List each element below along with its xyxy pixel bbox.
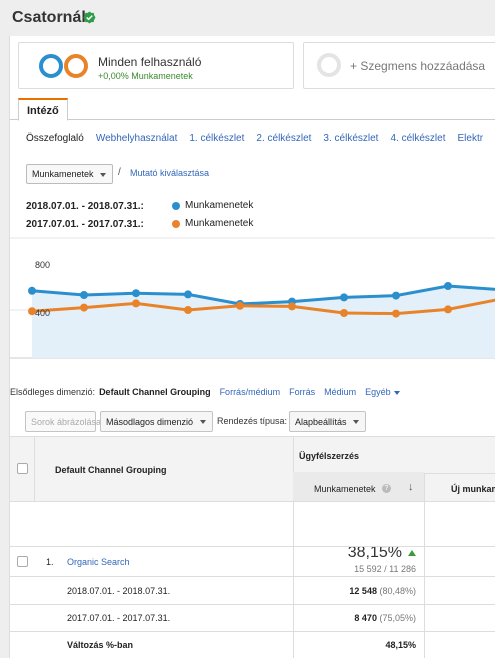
data-point xyxy=(132,289,140,298)
tab-bar: Intéző xyxy=(10,98,495,121)
primary-dimension-label: Elsődleges dimenzió: xyxy=(10,387,96,397)
subrow-range: 2017.07.01. - 2017.07.31. xyxy=(67,613,171,623)
data-point xyxy=(28,286,36,295)
tab-explorer[interactable]: Intéző xyxy=(18,98,68,121)
page-header: Csatornák xyxy=(0,0,495,36)
table-subrow-current: 2018.07.01. - 2018.07.31. 12 548 (80,48%… xyxy=(10,576,495,604)
data-point xyxy=(132,299,140,308)
sessions-chart-svg: 800400j…júl. 8. xyxy=(10,237,495,395)
y-tick-label: 800 xyxy=(35,260,50,270)
up-arrow-icon xyxy=(408,550,416,556)
chevron-down-icon xyxy=(353,420,359,424)
subrow-sessions: 8 470 (75,05%) xyxy=(354,613,416,623)
verified-check-icon xyxy=(83,11,96,24)
legend-range-previous: 2017.07.01. - 2017.07.31.: xyxy=(26,219,144,230)
total-ratio: 15 592 / 11 286 xyxy=(354,564,416,574)
subnav-goal-set-4[interactable]: 4. célkészlet xyxy=(390,133,446,144)
plot-rows-button[interactable]: Sorok ábrázolása xyxy=(25,411,101,432)
subrow-sessions: 12 548 (80,48%) xyxy=(349,586,416,596)
help-icon[interactable]: ? xyxy=(382,484,391,493)
sessions-column-header[interactable]: Munkamenetek xyxy=(314,484,376,494)
subnav-site-usage[interactable]: Webhelyhasználat xyxy=(95,133,178,144)
sort-type-value: Alapbeállítás xyxy=(295,417,347,427)
data-point xyxy=(80,303,88,312)
data-point xyxy=(28,307,36,316)
pick-metric-link[interactable]: Mutató kiválasztása xyxy=(130,168,210,178)
subrow-range: 2018.07.01. - 2018.07.31. xyxy=(67,586,171,596)
secondary-dimension-label: Másodlagos dimenzió xyxy=(106,417,194,427)
legend-dot-current xyxy=(172,202,180,210)
select-all-checkbox[interactable] xyxy=(17,463,28,474)
metric-select-value: Munkamenetek xyxy=(32,169,94,179)
data-point xyxy=(392,291,400,300)
segment-rings-icon xyxy=(39,54,88,78)
data-point xyxy=(340,309,348,317)
add-segment-label: + Szegmens hozzáadása xyxy=(350,59,486,73)
change-value: 48,15% xyxy=(385,640,416,650)
row-channel-link[interactable]: Organic Search xyxy=(67,557,130,567)
data-point xyxy=(236,301,244,310)
legend-range-current: 2018.07.01. - 2018.07.31.: xyxy=(26,201,144,212)
dimension-source-medium[interactable]: Forrás/médium xyxy=(219,387,281,397)
row-index: 1. xyxy=(46,557,54,567)
table-subrow-previous: 2017.07.01. - 2017.07.31. 8 470 (75,05%) xyxy=(10,604,495,631)
dimension-source[interactable]: Forrás xyxy=(289,387,316,397)
subnav-goal-set-3[interactable]: 3. célkészlet xyxy=(323,133,379,144)
acquisition-group-header: Ügyfélszerzés xyxy=(299,451,360,461)
change-label: Változás %-ban xyxy=(67,640,134,650)
data-point xyxy=(392,309,400,318)
legend-series-current: Munkamenetek xyxy=(185,200,254,211)
row-checkbox[interactable] xyxy=(17,556,28,567)
segment-name: Minden felhasználó xyxy=(98,55,202,69)
dimension-medium[interactable]: Médium xyxy=(324,387,357,397)
chevron-down-icon xyxy=(100,173,106,177)
legend-dot-previous xyxy=(172,220,180,228)
sort-type-select[interactable]: Alapbeállítás xyxy=(289,411,366,432)
metric-select[interactable]: Munkamenetek xyxy=(26,164,113,184)
sessions-chart: 800400j…júl. 8. xyxy=(10,236,495,395)
data-point xyxy=(444,305,452,314)
data-point xyxy=(80,291,88,299)
table-change-row: Változás %-ban 48,15% xyxy=(10,631,495,658)
sort-desc-icon[interactable]: ↓ xyxy=(408,481,414,493)
data-point xyxy=(184,290,192,299)
data-point xyxy=(340,293,348,302)
page-title: Csatornák xyxy=(12,9,91,26)
secondary-dimension-select[interactable]: Másodlagos dimenzió xyxy=(100,411,213,432)
totals-row xyxy=(10,501,495,546)
series-area xyxy=(32,286,495,358)
legend-series-previous: Munkamenetek xyxy=(185,218,254,229)
y-tick-label: 400 xyxy=(35,308,50,318)
data-point xyxy=(444,282,452,290)
dimension-column-header[interactable]: Default Channel Grouping xyxy=(55,465,167,475)
empty-segment-icon xyxy=(317,53,341,77)
table-row: 1. Organic Search xyxy=(10,546,495,576)
chevron-down-icon xyxy=(393,390,400,395)
subnav-summary[interactable]: Összefoglaló xyxy=(26,133,84,144)
sort-type-label: Rendezés típusa: xyxy=(217,416,288,426)
report-card: Minden felhasználó +0,00% Munkamenetek +… xyxy=(9,36,495,658)
primary-dimension-current: Default Channel Grouping xyxy=(99,387,211,397)
segment-all-users[interactable]: Minden felhasználó +0,00% Munkamenetek xyxy=(18,42,294,89)
subnav-ecommerce[interactable]: Elektr xyxy=(457,133,484,144)
subnav-goal-set-2[interactable]: 2. célkészlet xyxy=(256,133,312,144)
data-point xyxy=(288,302,296,311)
primary-dimension-row: Elsődleges dimenzió: Default Channel Grou… xyxy=(10,387,400,397)
report-subnav: Összefoglaló Webhelyhasználat 1. célkészle… xyxy=(26,133,495,144)
sessions-header-cell[interactable] xyxy=(293,472,424,501)
data-point xyxy=(184,306,192,314)
total-change-percent: 38,15% xyxy=(347,544,402,561)
subnav-goal-set-1[interactable]: 1. célkészlet xyxy=(189,133,245,144)
chevron-down-icon xyxy=(200,420,206,424)
new-sessions-column-header[interactable]: Új munkam xyxy=(451,484,495,494)
metric-separator: / xyxy=(118,167,121,178)
segment-change: +0,00% Munkamenetek xyxy=(98,71,193,81)
dimension-other[interactable]: Egyéb xyxy=(365,387,391,397)
add-segment-button[interactable]: + Szegmens hozzáadása xyxy=(303,42,495,89)
